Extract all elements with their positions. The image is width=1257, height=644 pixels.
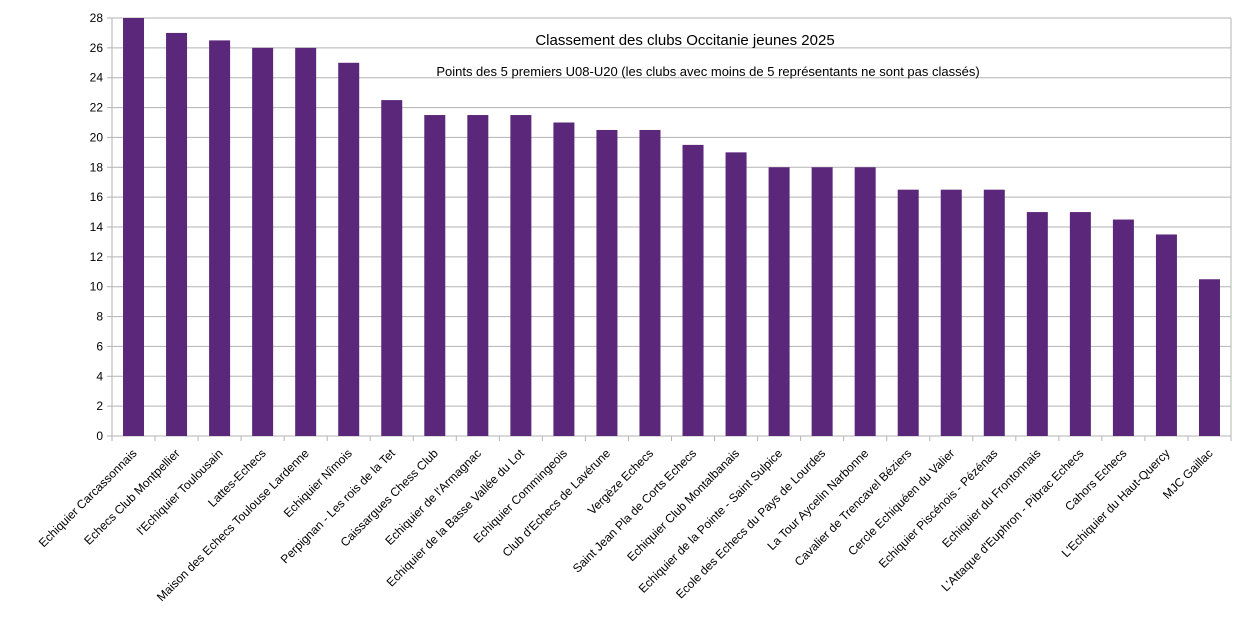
bar bbox=[467, 115, 489, 437]
bar bbox=[252, 47, 274, 436]
bar bbox=[123, 18, 145, 436]
bar bbox=[1198, 279, 1220, 436]
bar bbox=[510, 115, 532, 437]
y-tick-label: 8 bbox=[96, 310, 103, 324]
y-tick-label: 6 bbox=[96, 339, 103, 353]
chart-subtitle: Points des 5 premiers U08-U20 (les clubs… bbox=[436, 64, 979, 79]
y-tick-label: 22 bbox=[90, 101, 104, 115]
bar bbox=[338, 62, 360, 437]
bar bbox=[295, 47, 317, 436]
x-tick-label: Maison des Echecs Toulouse Lardenne bbox=[154, 446, 312, 604]
bar bbox=[768, 167, 790, 437]
y-tick-label: 2 bbox=[96, 399, 103, 413]
bar bbox=[1026, 212, 1048, 436]
bar bbox=[1112, 219, 1134, 436]
bars bbox=[123, 18, 1220, 437]
bar bbox=[1069, 212, 1091, 436]
chart-title: Classement des clubs Occitanie jeunes 20… bbox=[535, 32, 834, 49]
bar bbox=[983, 189, 1005, 436]
y-tick-label: 12 bbox=[90, 250, 104, 264]
bar bbox=[639, 129, 661, 436]
y-tick-label: 20 bbox=[90, 130, 104, 144]
bar bbox=[1155, 234, 1177, 436]
y-tick-label: 26 bbox=[90, 41, 104, 55]
gridlines bbox=[107, 17, 1232, 441]
y-tick-label: 0 bbox=[96, 429, 103, 443]
bar bbox=[725, 152, 747, 436]
y-tick-label: 14 bbox=[90, 220, 104, 234]
bar bbox=[166, 32, 188, 437]
bar bbox=[381, 100, 403, 436]
bar bbox=[424, 115, 446, 437]
bar bbox=[897, 189, 919, 436]
y-tick-label: 24 bbox=[90, 71, 104, 85]
bar bbox=[811, 167, 833, 437]
y-tick-label: 16 bbox=[90, 190, 104, 204]
y-tick-label: 28 bbox=[90, 11, 104, 25]
bar bbox=[209, 40, 231, 437]
bar bbox=[682, 144, 704, 436]
bar bbox=[940, 189, 962, 436]
y-tick-label: 18 bbox=[90, 160, 104, 174]
y-tick-label: 10 bbox=[90, 280, 104, 294]
y-tick-label: 4 bbox=[96, 369, 103, 383]
bar bbox=[553, 122, 575, 436]
bar bbox=[596, 129, 618, 436]
bar bbox=[854, 167, 876, 437]
